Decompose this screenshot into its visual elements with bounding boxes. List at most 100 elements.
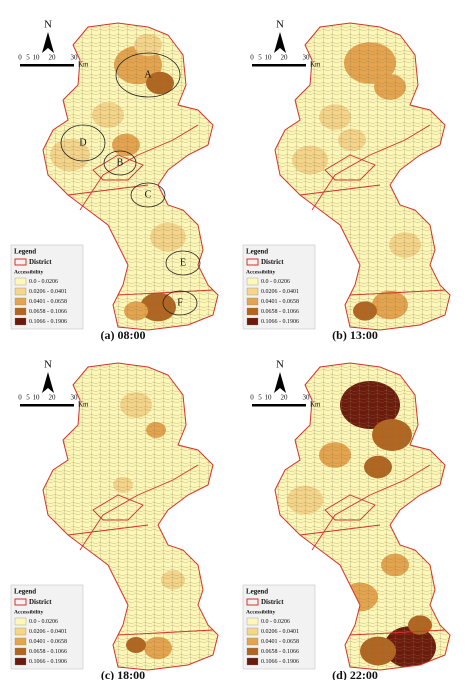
legend: Legend District Accessibility 0.0 - 0.0206 0… [10, 244, 84, 330]
scale-label: 20 [49, 54, 57, 62]
district-label: District [261, 258, 284, 266]
zone-outline [103, 150, 137, 176]
class-swatch [14, 627, 27, 636]
legend: Legend District Accessibility 0.0 - 0.0206 0… [10, 584, 84, 670]
scale-label: 5 [258, 54, 262, 62]
legend-title: Legend [14, 248, 36, 256]
class-label: 0.0206 - 0.0401 [261, 289, 299, 295]
class-swatch [14, 317, 27, 326]
class-label: 0.1066 - 0.1906 [29, 319, 67, 325]
scale-bar [252, 64, 306, 67]
scale-label: 0 [250, 394, 254, 402]
class-swatch [14, 277, 27, 286]
legend-field: Accessibility [14, 609, 44, 615]
legend-title: Legend [246, 248, 268, 256]
district-boundary [299, 464, 446, 636]
zone-label: A [144, 69, 152, 80]
class-swatch [14, 617, 27, 626]
panel-caption: (c) 18:00 [101, 668, 145, 680]
scale-label: 10 [33, 54, 41, 62]
class-label: 0.0658 - 0.1066 [261, 649, 299, 655]
class-label: 0.1066 - 0.1906 [261, 319, 299, 325]
class-swatch [14, 657, 27, 666]
scale-bar [252, 404, 306, 407]
class-label: 0.0 - 0.0206 [29, 619, 58, 625]
class-swatch [246, 657, 259, 666]
district-boundary [299, 124, 446, 296]
class-swatch [246, 617, 259, 626]
north-arrow [42, 372, 54, 393]
class-label: 0.0206 - 0.0401 [29, 289, 67, 295]
zone-label: E [180, 257, 186, 268]
legend: Legend District Accessibility 0.0 - 0.0206 0… [242, 244, 316, 330]
class-swatch [246, 647, 259, 656]
class-swatch [246, 317, 259, 326]
north-arrow [42, 32, 54, 53]
district-swatch [246, 258, 259, 266]
legend-title: Legend [246, 588, 268, 596]
north-arrow [274, 32, 286, 53]
district-label: District [29, 598, 52, 606]
scale-unit: Km [78, 401, 89, 409]
legend: Legend District Accessibility 0.0 - 0.0206 0… [242, 584, 316, 670]
class-swatch [246, 637, 259, 646]
scale-label: 20 [281, 394, 289, 402]
district-boundary [67, 124, 214, 296]
class-swatch [246, 307, 259, 316]
north-label: N [44, 19, 52, 31]
scale-label: 0 [18, 394, 22, 402]
scale-bar [20, 64, 74, 67]
legend-field: Accessibility [14, 269, 44, 275]
class-swatch [246, 627, 259, 636]
zone-outline [130, 182, 166, 208]
zone-label: D [79, 137, 86, 148]
district-swatch [14, 598, 27, 606]
scale-label: 10 [33, 394, 41, 402]
zone-label: B [117, 157, 124, 168]
panel-caption: (b) 13:00 [332, 328, 378, 342]
class-swatch [14, 287, 27, 296]
legend-field: Accessibility [246, 609, 276, 615]
class-label: 0.0206 - 0.0401 [261, 629, 299, 635]
scale-label: 5 [258, 394, 262, 402]
class-label: 0.0658 - 0.1066 [261, 309, 299, 315]
district-boundary [67, 464, 214, 636]
district-label: District [261, 598, 284, 606]
class-label: 0.0 - 0.0206 [261, 619, 290, 625]
class-label: 0.1066 - 0.1906 [29, 659, 67, 665]
class-label: 0.0 - 0.0206 [261, 279, 290, 285]
scale-bar [20, 404, 74, 407]
class-label: 0.0401 - 0.0658 [261, 639, 299, 645]
class-swatch [14, 307, 27, 316]
north-label: N [276, 359, 284, 371]
zone-label: C [145, 189, 152, 200]
class-label: 0.0658 - 0.1066 [29, 649, 67, 655]
class-swatch [14, 637, 27, 646]
class-swatch [246, 287, 259, 296]
scale-label: 20 [49, 394, 57, 402]
legend-title: Legend [14, 588, 36, 596]
scale-label: 30 [71, 54, 79, 62]
panel-caption: (a) 08:00 [101, 328, 146, 342]
scale-label: 30 [71, 394, 79, 402]
class-swatch [246, 297, 259, 306]
scale-label: 20 [281, 54, 289, 62]
class-swatch [14, 297, 27, 306]
class-label: 0.0401 - 0.0658 [261, 299, 299, 305]
scale-unit: Km [310, 61, 321, 69]
class-label: 0.0 - 0.0206 [29, 279, 58, 285]
north-label: N [276, 19, 284, 31]
scale-unit: Km [310, 401, 321, 409]
legend-field: Accessibility [246, 269, 276, 275]
district-swatch [14, 258, 27, 266]
scale-label: 10 [265, 54, 273, 62]
class-label: 0.1066 - 0.1906 [261, 659, 299, 665]
zone-outline [162, 290, 198, 316]
zone-label: F [177, 297, 183, 308]
north-arrow [274, 372, 286, 393]
scale-label: 0 [18, 54, 22, 62]
